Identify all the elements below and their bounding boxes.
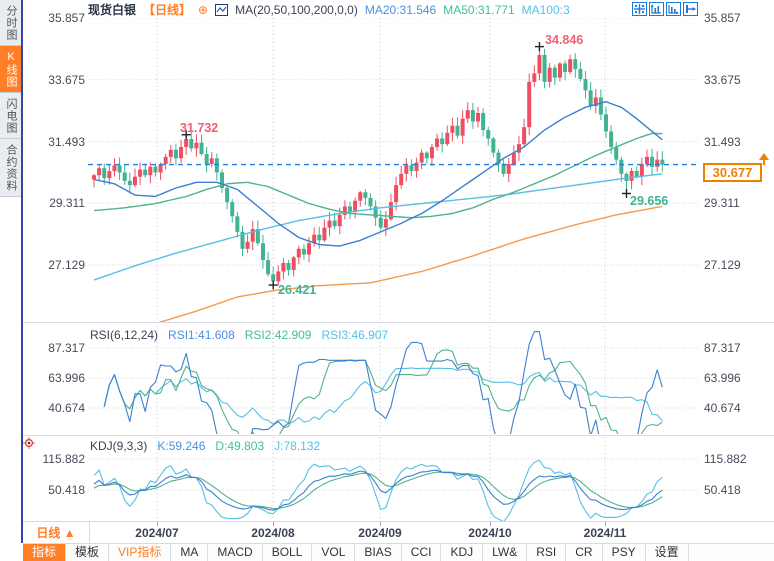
month-tick [273, 522, 274, 526]
rsi2-value: RSI2:42.909 [244, 328, 312, 342]
sidebar-item-3[interactable]: 闪电图 [0, 93, 21, 139]
toolbar-item-模板[interactable]: 模板 [66, 544, 110, 561]
indicator-settings-icon[interactable] [23, 437, 35, 449]
kdj-tick-right: 115.882 [704, 452, 747, 466]
price-tick-left: 27.129 [48, 258, 85, 272]
price-tick-right: 33.675 [704, 72, 741, 87]
month-tick [380, 522, 381, 526]
ma50-value: MA50:31.771 [443, 2, 515, 17]
toolbar-item-CCI[interactable]: CCI [402, 544, 442, 561]
period-selector[interactable]: 日线 ▲ [23, 522, 90, 544]
month-tick [605, 522, 606, 526]
line-chart-icon [215, 3, 229, 16]
month-label-2024/07: 2024/07 [135, 526, 179, 540]
pan-right-icon[interactable] [683, 2, 698, 16]
price-tick-left: 29.311 [49, 196, 85, 211]
toolbar-item-BOLL[interactable]: BOLL [263, 544, 313, 561]
month-tick [157, 522, 158, 526]
separator-rsi-kdj [23, 435, 774, 436]
kdj-k-value: K:59.246 [157, 439, 206, 453]
sidebar-item-4[interactable]: 合约资料 [0, 139, 21, 197]
chart-header: 现货白银 【日线】 ⊕ MA(20,50,100,200,0,0) MA20:3… [88, 1, 570, 18]
main-candlestick-chart[interactable] [88, 18, 700, 322]
low-annotation-nov: 29.656 [630, 194, 669, 208]
rsi-name[interactable]: RSI(6,12,24) [90, 328, 159, 342]
rsi3-value: RSI3:46.907 [321, 328, 389, 342]
kdj-tick-left: 50.418 [48, 482, 85, 497]
toolbar-item-CR[interactable]: CR [566, 544, 603, 561]
kdj-d-value: D:49.803 [215, 439, 265, 453]
current-price-box: 30.677 [703, 163, 762, 182]
crosshair-icon[interactable] [632, 2, 647, 16]
toolbar-item-设置[interactable]: 设置 [646, 544, 689, 561]
price-tick-right: 29.311 [704, 196, 740, 211]
separator-main-rsi [23, 322, 774, 323]
toolbar-item-KDJ[interactable]: KDJ [441, 544, 484, 561]
kdj-header: KDJ(9,3,3) K:59.246 D:49.803 J:78.132 [90, 439, 320, 453]
rsi-tick-right: 87.317 [704, 341, 741, 355]
sidebar-item-2[interactable]: K线图 [0, 46, 21, 93]
price-up-arrow-stem [763, 160, 765, 165]
ma100-value: MA100:3 [521, 2, 570, 17]
high-annotation-oct: 34.846 [545, 33, 584, 47]
kdj-indicator-chart[interactable] [88, 437, 700, 521]
rsi1-value: RSI1:41.608 [168, 328, 235, 342]
period-tag: 【日线】 [143, 3, 192, 17]
toolbar-item-BIAS[interactable]: BIAS [355, 544, 402, 561]
price-tick-left: 31.493 [48, 134, 85, 149]
price-tick-right: 31.493 [704, 134, 741, 149]
rsi-header: RSI(6,12,24) RSI1:41.608 RSI2:42.909 RSI… [90, 328, 388, 342]
month-label-2024/10: 2024/10 [468, 526, 512, 540]
toolbar-item-PSY[interactable]: PSY [603, 544, 646, 561]
low-annotation-aug: 26.421 [278, 283, 317, 297]
kdj-j-value: J:78.132 [274, 439, 321, 453]
ma20-value: MA20:31.546 [364, 2, 437, 17]
rsi-tick-left: 87.317 [48, 341, 85, 355]
rsi-tick-left: 63.996 [48, 371, 85, 385]
price-up-arrow-icon [759, 153, 769, 160]
toolbar-item-指标[interactable]: 指标 [23, 544, 67, 561]
chart-toolbar-icons [632, 2, 698, 16]
x-axis-row: 日线 ▲ 2024/07 2024/08 2024/09 2024/10 2024/11 [23, 521, 774, 544]
month-label-2024/11: 2024/11 [583, 526, 627, 540]
indicator-toolbar: 指标 模板 VIP指标 MA MACD BOLL VOL BIAS CCI KDJ LW& RSI CR… [23, 543, 774, 561]
toolbar-item-LW&[interactable]: LW& [483, 544, 528, 561]
toolbar-item-RSI[interactable]: RSI [527, 544, 567, 561]
toolbar-item-MA[interactable]: MA [171, 544, 209, 561]
kdj-tick-right: 50.418 [704, 482, 741, 497]
month-tick [490, 522, 491, 526]
high-annotation-jul: 31.732 [180, 121, 219, 135]
toolbar-item-VOL[interactable]: VOL [312, 544, 356, 561]
y-axis-scale-icon[interactable] [649, 2, 664, 16]
toolbar-item-MACD[interactable]: MACD [208, 544, 263, 561]
rsi-tick-right: 63.996 [704, 371, 741, 385]
sidebar-item-1[interactable]: 分时图 [0, 0, 21, 46]
price-tick-right: 27.129 [704, 258, 741, 272]
month-label-2024/08: 2024/08 [251, 526, 295, 540]
price-tick-left: 33.675 [48, 72, 85, 87]
rsi-tick-left: 40.674 [48, 401, 85, 415]
ma-settings-label[interactable]: MA(20,50,100,200,0,0) [235, 2, 358, 17]
kdj-tick-left: 115.882 [42, 452, 86, 466]
price-tick-left: 35.857 [48, 11, 85, 25]
price-tick-right: 35.857 [704, 11, 741, 25]
symbol-title: 现货白银 [88, 3, 137, 17]
month-label-2024/09: 2024/09 [358, 526, 402, 540]
add-compare-icon[interactable]: ⊕ [198, 2, 209, 17]
rsi-tick-right: 40.674 [704, 401, 741, 415]
left-sidebar: 分时图 K线图 闪电图 合约资料 [0, 0, 23, 543]
toolbar-item-VIP指标[interactable]: VIP指标 [109, 544, 172, 561]
kdj-name[interactable]: KDJ(9,3,3) [90, 439, 148, 453]
rsi-indicator-chart[interactable] [88, 326, 700, 434]
x-axis-scale-icon[interactable] [666, 2, 681, 16]
